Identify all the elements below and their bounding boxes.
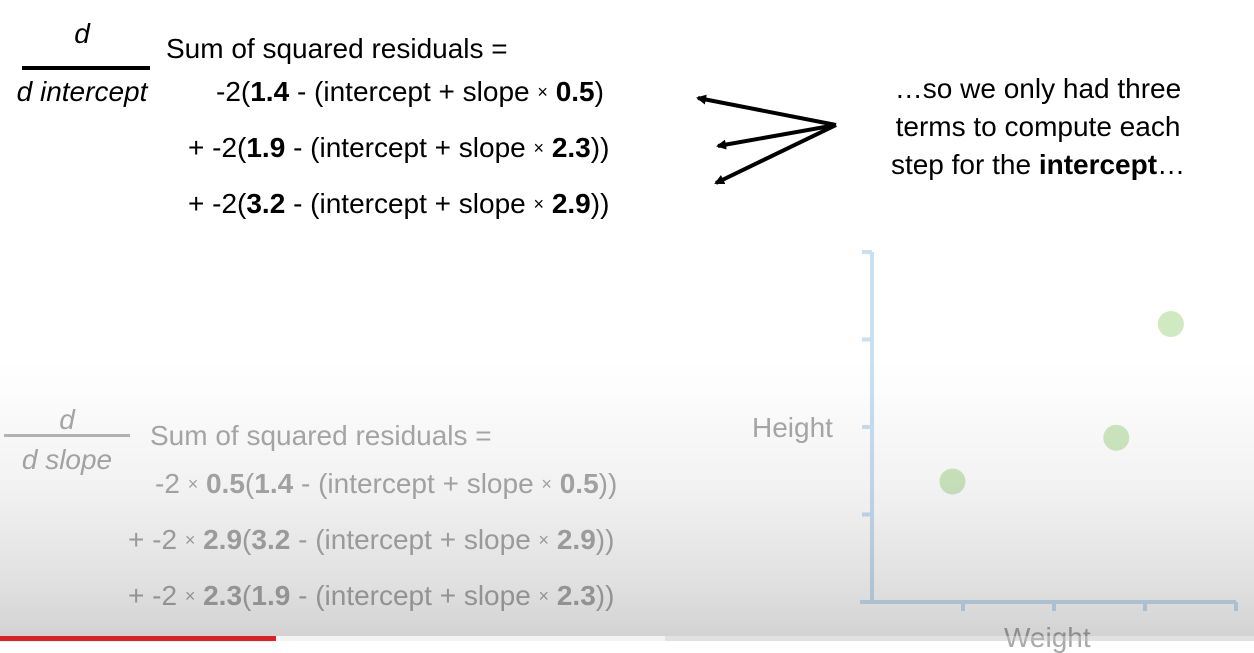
intercept-derivative-fraction: d d intercept bbox=[4, 18, 160, 106]
note-line-1: …so we only had three bbox=[894, 73, 1182, 104]
x-axis-ticks bbox=[961, 602, 1238, 611]
data-point bbox=[1157, 311, 1184, 337]
intercept-term-1: -2(1.4 - (intercept + slope × 0.5) bbox=[216, 76, 604, 107]
slope-term-1: -2 × 0.5(1.4 - (intercept + slope × 0.5)… bbox=[155, 468, 618, 499]
fraction-denominator: d slope bbox=[21, 444, 113, 475]
arrow-icon bbox=[696, 94, 837, 185]
explanation-note: …so we only had three terms to compute e… bbox=[858, 70, 1218, 184]
fraction-bar bbox=[4, 434, 130, 437]
intercept-term-2: + -2(1.9 - (intercept + slope × 2.3)) bbox=[188, 132, 610, 163]
y-axis-ticks bbox=[862, 250, 872, 517]
intercept-equation-header: Sum of squared residuals = bbox=[166, 33, 508, 64]
data-points bbox=[939, 311, 1184, 495]
fraction-numerator: d bbox=[74, 18, 90, 49]
note-line-3: step for the intercept… bbox=[890, 149, 1186, 180]
note-line-2: terms to compute each bbox=[895, 111, 1181, 142]
y-axis-label: Height bbox=[752, 412, 833, 443]
intercept-term-3: + -2(3.2 - (intercept + slope × 2.9)) bbox=[188, 188, 610, 219]
slope-derivative-fraction: d d slope bbox=[4, 406, 130, 476]
video-progress-played[interactable] bbox=[0, 636, 276, 641]
data-point bbox=[939, 468, 966, 495]
slope-equation-header: Sum of squared residuals = bbox=[150, 420, 492, 451]
fraction-denominator: d intercept bbox=[16, 76, 148, 107]
video-progress-buffered bbox=[0, 636, 665, 641]
slope-term-3: + -2 × 2.3(1.9 - (intercept + slope × 2.… bbox=[128, 580, 615, 611]
slope-term-2: + -2 × 2.9(3.2 - (intercept + slope × 2.… bbox=[128, 524, 615, 555]
fraction-bar bbox=[22, 66, 150, 70]
data-point bbox=[1103, 424, 1130, 451]
fraction-numerator: d bbox=[59, 404, 75, 435]
